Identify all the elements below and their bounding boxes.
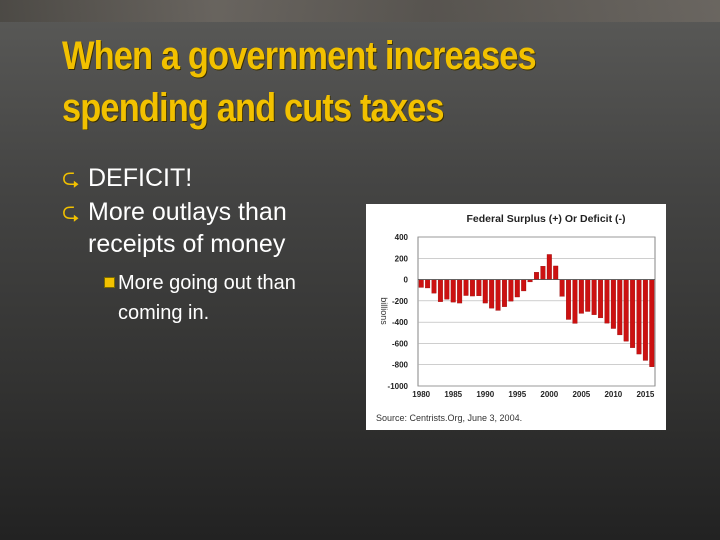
chart-svg: Federal Surplus (+) Or Deficit (-) billi… xyxy=(376,213,656,423)
chart-source: Source: Centrists.Org, June 3, 2004. xyxy=(376,413,522,423)
bar xyxy=(437,279,443,302)
bar xyxy=(489,279,495,309)
slide-title: When a government increases spending and… xyxy=(62,30,595,134)
x-tick-label: 1995 xyxy=(508,390,526,399)
bar xyxy=(617,279,623,336)
bar xyxy=(585,279,591,312)
square-bullet-icon xyxy=(104,277,115,288)
bar xyxy=(457,279,463,304)
bar xyxy=(559,279,565,297)
bar xyxy=(469,279,475,297)
bar xyxy=(591,279,597,315)
top-texture-band xyxy=(0,0,720,22)
bullet-list: ⮎ DEFICIT! ⮎ More outlays than receipts … xyxy=(62,162,362,328)
bar xyxy=(604,279,610,324)
bar xyxy=(514,279,520,298)
bar xyxy=(508,279,514,302)
x-tick-label: 2010 xyxy=(604,390,622,399)
bar xyxy=(444,279,450,300)
bullet-text: More outlays than receipts of money xyxy=(88,198,287,258)
bar xyxy=(425,279,431,289)
chart-title: Federal Surplus (+) Or Deficit (-) xyxy=(467,213,626,225)
bullet-deficit: ⮎ DEFICIT! xyxy=(62,162,362,194)
y-tick-label: -200 xyxy=(392,297,409,306)
sub-bullet-text: More going out than coming in. xyxy=(118,272,296,324)
bar xyxy=(476,279,482,297)
bar xyxy=(578,279,584,314)
deficit-chart: Federal Surplus (+) Or Deficit (-) billi… xyxy=(366,204,666,430)
x-tick-label: 1985 xyxy=(444,390,462,399)
y-tick-label: -800 xyxy=(392,361,409,370)
bar xyxy=(540,266,546,280)
y-tick-label: -400 xyxy=(392,318,409,327)
curved-arrow-icon: ⮎ xyxy=(62,199,80,224)
bar xyxy=(642,279,648,361)
bar xyxy=(502,279,507,307)
bullet-outlays: ⮎ More outlays than receipts of money xyxy=(62,196,362,260)
bar xyxy=(482,279,488,304)
y-tick-label: -600 xyxy=(392,339,409,348)
bar xyxy=(450,279,456,303)
y-tick-label: 200 xyxy=(395,254,409,263)
bar xyxy=(649,279,655,367)
bar xyxy=(572,279,578,324)
y-tick-label: -1000 xyxy=(388,382,409,391)
bar xyxy=(546,254,552,280)
x-tick-label: 2005 xyxy=(572,390,590,399)
bar xyxy=(610,279,616,329)
curved-arrow-icon: ⮎ xyxy=(62,165,80,190)
bar xyxy=(534,272,539,280)
bar xyxy=(418,279,424,288)
bar xyxy=(495,279,501,311)
y-tick-label: 0 xyxy=(404,276,409,285)
x-tick-label: 2015 xyxy=(636,390,654,399)
x-tick-label: 2000 xyxy=(540,390,558,399)
y-axis-label: billions xyxy=(379,297,389,325)
bar xyxy=(630,279,636,348)
bar xyxy=(623,279,629,342)
x-tick-label: 1990 xyxy=(476,390,494,399)
bar xyxy=(566,279,571,320)
y-tick-label: 400 xyxy=(395,233,409,242)
title-line-2: spending and cuts taxes xyxy=(62,86,445,130)
bar xyxy=(636,279,642,355)
title-line-1: When a government increases xyxy=(62,34,537,78)
bar xyxy=(521,279,527,292)
bullet-text: DEFICIT! xyxy=(88,164,193,192)
bar xyxy=(598,279,604,319)
sub-bullet: More going out than coming in. xyxy=(104,268,362,328)
bar xyxy=(463,279,469,296)
x-tick-label: 1980 xyxy=(412,390,430,399)
bar xyxy=(553,265,559,280)
bar xyxy=(431,279,437,294)
